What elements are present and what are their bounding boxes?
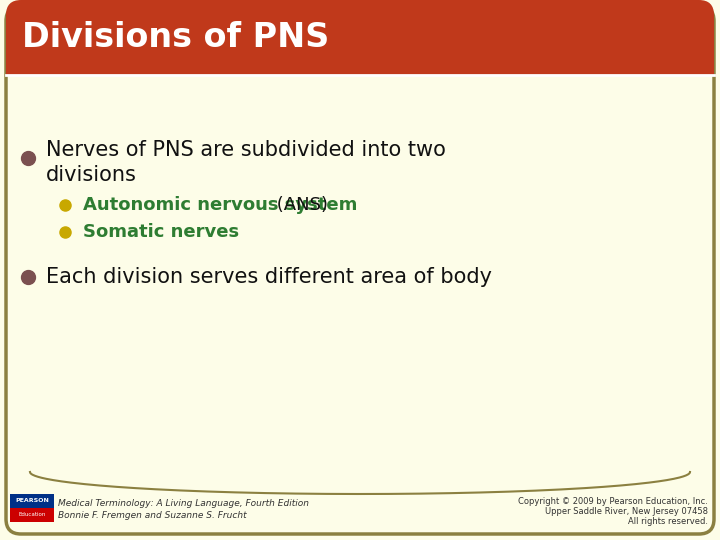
Text: (ANS): (ANS)	[271, 196, 328, 214]
FancyBboxPatch shape	[6, 0, 714, 75]
Text: Upper Saddle River, New Jersey 07458: Upper Saddle River, New Jersey 07458	[545, 507, 708, 516]
FancyBboxPatch shape	[6, 6, 714, 534]
Text: PEARSON: PEARSON	[15, 498, 49, 503]
Text: Medical Terminology: A Living Language, Fourth Edition: Medical Terminology: A Living Language, …	[58, 498, 309, 508]
Bar	[6, 37, 714, 75]
Text: All rights reserved.: All rights reserved.	[628, 516, 708, 525]
Bar	[10, 508, 54, 522]
Text: divisions: divisions	[46, 165, 137, 185]
Text: Education: Education	[18, 512, 45, 517]
Text: Divisions of PNS: Divisions of PNS	[22, 21, 329, 54]
Text: Copyright © 2009 by Pearson Education, Inc.: Copyright © 2009 by Pearson Education, I…	[518, 496, 708, 505]
Text: Bonnie F. Fremgen and Suzanne S. Frucht: Bonnie F. Fremgen and Suzanne S. Frucht	[58, 510, 247, 519]
Bar	[10, 494, 54, 508]
Text: Somatic nerves: Somatic nerves	[83, 223, 239, 241]
Text: Nerves of PNS are subdivided into two: Nerves of PNS are subdivided into two	[46, 140, 446, 160]
Text: Autonomic nervous system: Autonomic nervous system	[83, 196, 357, 214]
Text: Each division serves different area of body: Each division serves different area of b…	[46, 267, 492, 287]
